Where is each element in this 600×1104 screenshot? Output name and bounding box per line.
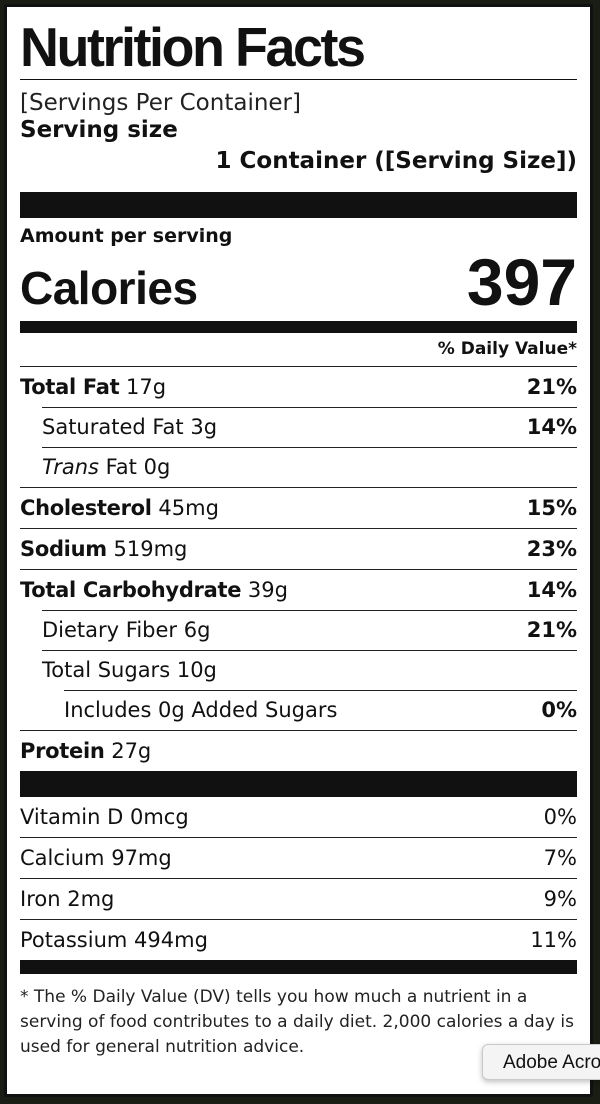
vitamin-row-potassium: Potassium 494mg 11% (20, 919, 577, 960)
nutrient-dv: 0% (541, 698, 577, 722)
nutrient-dv: 21% (526, 618, 577, 642)
nutrient-amount: 10g (176, 658, 217, 682)
nutrient-row-total-sugars: Total Sugars 10g (20, 650, 577, 690)
vitamin-row-calcium: Calcium 97mg 7% (20, 837, 577, 878)
vitamin-name: Vitamin D (20, 805, 124, 829)
thick-divider (20, 192, 577, 218)
thick-divider (20, 321, 577, 333)
serving-size-value: 1 Container ([Serving Size]) (215, 148, 578, 174)
nutrient-name: Includes 0g Added Sugars (64, 698, 338, 722)
calories-label: Calories (20, 262, 198, 314)
nutrient-amount: 519mg (113, 537, 188, 561)
nutrient-amount: 0g (143, 455, 171, 479)
footnote: * The % Daily Value (DV) tells you how m… (20, 987, 575, 1057)
thick-divider (20, 771, 577, 797)
nutrient-name: Trans (42, 455, 99, 479)
nutrient-amount: 6g (183, 618, 211, 642)
nutrient-row-cholesterol: Cholesterol 45mg 15% (20, 487, 577, 528)
vitamin-dv: 0% (543, 805, 577, 829)
vitamin-name: Calcium (20, 846, 105, 870)
vitamin-amount: 0mcg (129, 805, 189, 829)
vitamin-amount: 2mg (67, 887, 115, 911)
nutrient-row-protein: Protein 27g (20, 730, 577, 771)
nutrient-name: Sodium (20, 537, 107, 561)
nutrient-dv: 23% (526, 537, 577, 561)
vitamin-amount: 494mg (134, 928, 208, 952)
serving-size-label: Serving size (20, 117, 178, 143)
vitamin-row-vitamin-d: Vitamin D 0mcg 0% (20, 797, 577, 837)
calories-row: Calories 397 (20, 247, 577, 315)
nutrient-amount: 45mg (158, 496, 219, 520)
nutrient-amount: 17g (126, 375, 167, 399)
vitamin-amount: 97mg (111, 846, 172, 870)
nutrition-facts-label: Nutrition Facts [Servings Per Container]… (4, 4, 593, 1097)
daily-value-header: % Daily Value* (437, 339, 577, 359)
nutrient-name: Protein (20, 739, 105, 763)
divider (20, 79, 577, 80)
servings-per-container: [Servings Per Container] (20, 90, 301, 116)
vitamin-dv: 7% (543, 846, 577, 870)
nutrient-name: Total Fat (20, 375, 120, 399)
nutrient-name: Saturated Fat (42, 415, 184, 439)
nutrient-name-suffix: Fat (105, 455, 137, 479)
nutrient-row-total-carbohydrate: Total Carbohydrate 39g 14% (20, 569, 577, 610)
nutrient-row-sodium: Sodium 519mg 23% (20, 528, 577, 569)
vitamin-row-iron: Iron 2mg 9% (20, 878, 577, 919)
nutrient-amount: 27g (111, 739, 152, 763)
nutrient-amount: 3g (190, 415, 218, 439)
label-title: Nutrition Facts (20, 16, 366, 78)
nutrient-dv: 15% (526, 496, 577, 520)
nutrient-row-added-sugars: Includes 0g Added Sugars 0% (20, 690, 577, 730)
nutrient-dv: 21% (526, 375, 577, 399)
nutrient-dv: 14% (526, 415, 577, 439)
vitamin-name: Potassium (20, 928, 128, 952)
amount-per-serving: Amount per serving (20, 225, 233, 247)
nutrient-name: Cholesterol (20, 496, 152, 520)
nutrient-amount: 39g (247, 578, 288, 602)
nutrient-name: Dietary Fiber (42, 618, 178, 642)
vitamin-dv: 9% (543, 887, 577, 911)
vitamin-name: Iron (20, 887, 61, 911)
nutrient-dv: 14% (526, 578, 577, 602)
nutrient-row-trans-fat: Trans Fat 0g (20, 447, 577, 487)
nutrient-row-dietary-fiber: Dietary Fiber 6g 21% (20, 610, 577, 650)
nutrient-row-saturated-fat: Saturated Fat 3g 14% (20, 407, 577, 447)
adobe-acrobat-tooltip[interactable]: Adobe Acrobat (482, 1044, 600, 1080)
nutrient-name: Total Sugars (42, 658, 171, 682)
nutrient-name: Total Carbohydrate (20, 578, 242, 602)
vitamin-dv: 11% (530, 928, 577, 952)
nutrient-row-total-fat: Total Fat 17g 21% (20, 366, 577, 407)
thick-divider (20, 960, 577, 974)
calories-value: 397 (466, 245, 577, 319)
